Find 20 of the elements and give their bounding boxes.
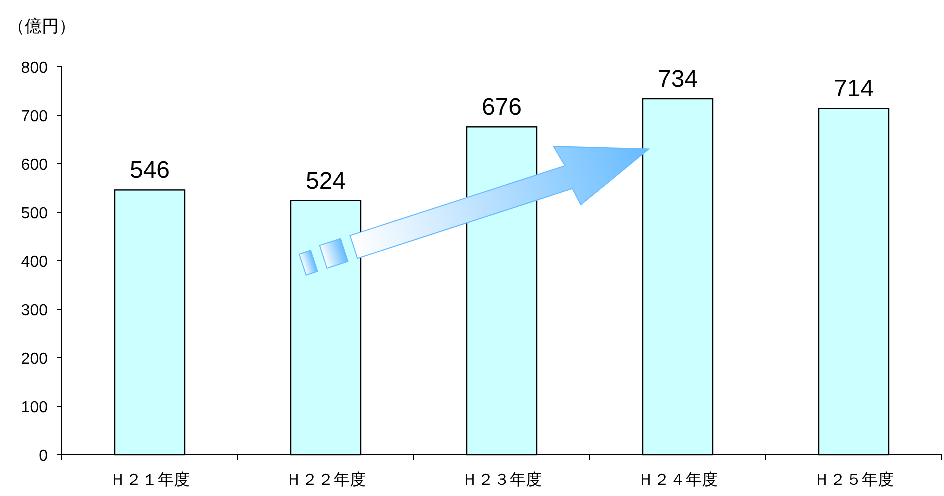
x-tick-label: Ｈ２２年度 [286, 471, 366, 489]
y-tick-label: 400 [21, 254, 48, 271]
y-tick-label: 500 [21, 206, 48, 222]
y-tick-label: 100 [21, 400, 48, 416]
y-tick-label: 700 [21, 108, 48, 126]
x-tick-label: Ｈ２５年度 [814, 471, 894, 489]
y-tick-label: 300 [21, 302, 48, 320]
x-tick-label: Ｈ２３年度 [462, 471, 542, 489]
data-label: 714 [834, 76, 874, 103]
data-label: 734 [658, 66, 698, 94]
y-axis-title: （億円） [8, 17, 76, 36]
data-label: 676 [482, 94, 522, 122]
data-label: 546 [130, 157, 170, 184]
x-tick-label: Ｈ２４年度 [638, 471, 718, 489]
y-tick-label: 800 [21, 60, 48, 77]
y-tick-label: 0 [39, 448, 48, 465]
x-tick-label: Ｈ２１年度 [110, 471, 190, 489]
y-tick-label: 200 [21, 351, 48, 368]
y-tick-label: 600 [21, 157, 48, 174]
data-label: 524 [306, 168, 346, 195]
